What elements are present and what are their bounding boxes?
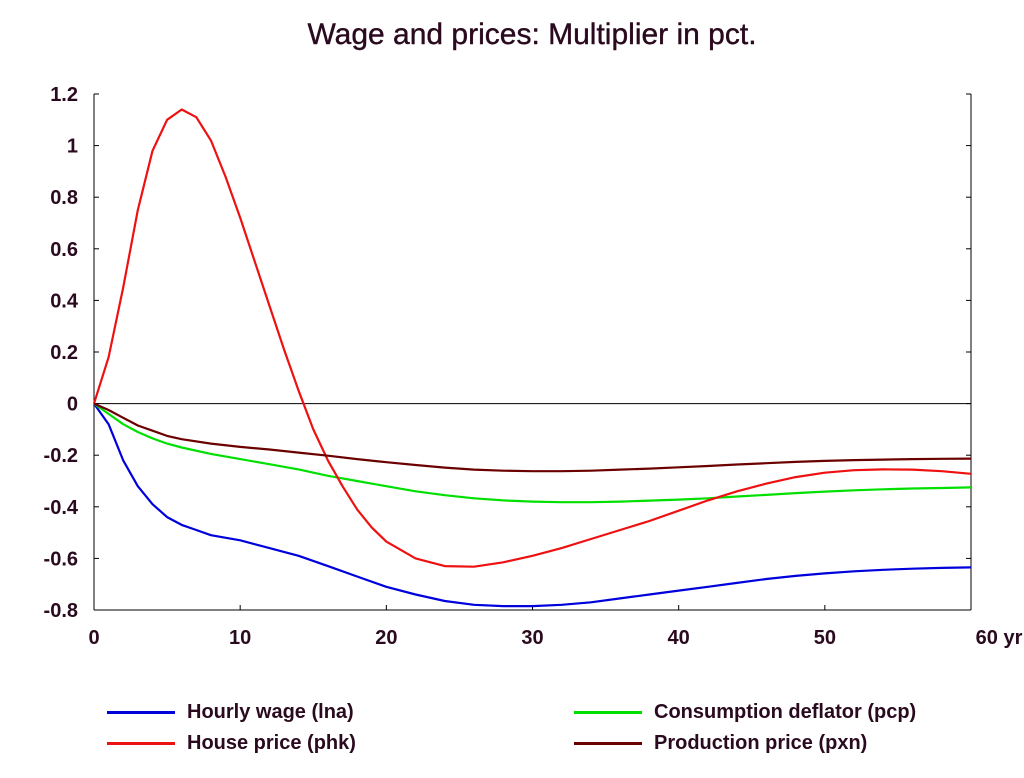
x-tick-label: 40 — [668, 627, 690, 649]
axes — [93, 93, 972, 611]
y-tick-label: -0.2 — [44, 445, 78, 467]
y-tick-label: -0.4 — [44, 497, 79, 519]
y-tick-label: -0.6 — [44, 548, 78, 570]
x-tick-label: 10 — [229, 627, 251, 649]
y-tick-label: -0.8 — [44, 600, 78, 622]
y-tick-label: 1 — [67, 136, 78, 158]
y-tick-label: 0 — [67, 394, 78, 416]
y-tick-label: 0.6 — [50, 239, 78, 261]
x-tick-label: 30 — [521, 627, 543, 649]
x-tick-label: 0 — [88, 627, 99, 649]
series-line-0 — [93, 402, 972, 608]
series-line-1 — [93, 402, 972, 504]
y-tick-label: 0.8 — [50, 187, 78, 209]
series-lines — [92, 108, 972, 608]
series-line-2 — [92, 108, 972, 568]
tick-labels: 1.2 1 0.8 0.6 0.4 0.2 0 -0.2 -0.4 -0.6 -0.8 0 10 20 30… — [44, 84, 1023, 649]
series-line-3 — [93, 402, 972, 473]
chart-title: Wage and prices: Multiplier in pct. — [307, 18, 757, 51]
x-tick-label: 60 yr — [976, 627, 1023, 649]
y-tick-label: 0.2 — [50, 342, 78, 364]
y-tick-label: 1.2 — [50, 84, 78, 106]
y-tick-label: 0.4 — [50, 290, 79, 312]
x-tick-label: 50 — [814, 627, 836, 649]
x-tick-label: 20 — [375, 627, 397, 649]
